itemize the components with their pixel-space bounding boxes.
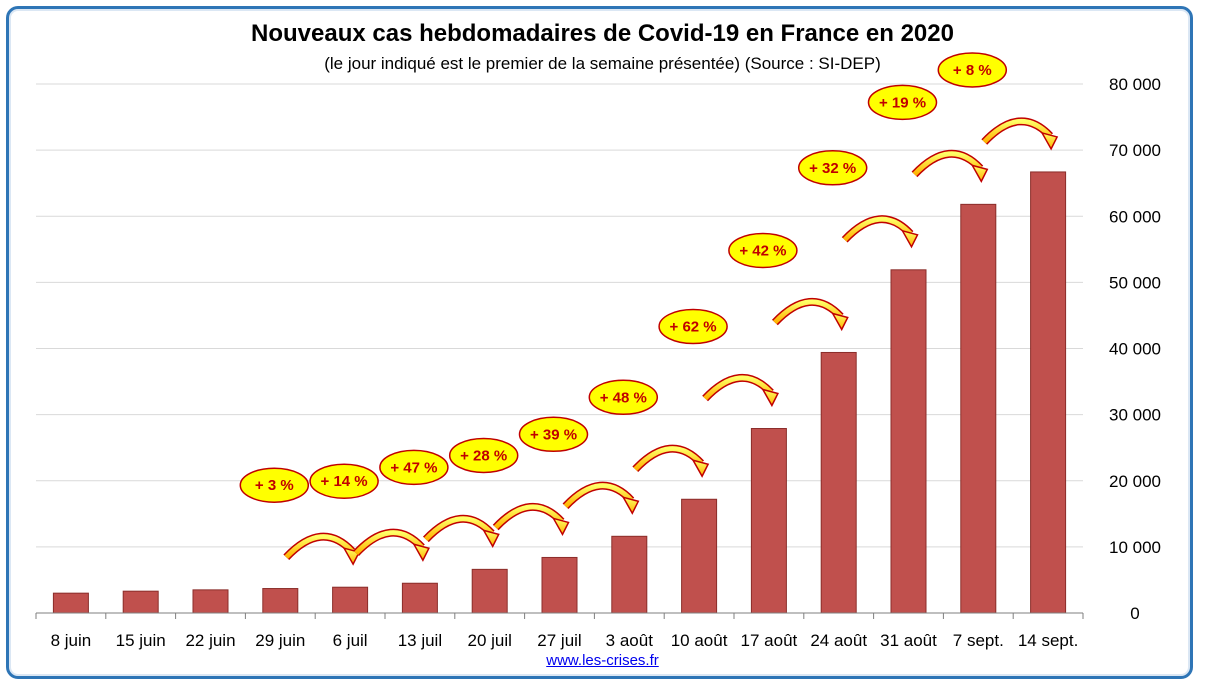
- bar: [262, 588, 299, 614]
- growth-arrow: [493, 504, 564, 530]
- growth-arrow: [703, 375, 773, 401]
- growth-bubble: [658, 308, 728, 345]
- x-tick-label: 3 août: [606, 631, 654, 650]
- y-tick-label: 70 000: [1109, 141, 1161, 160]
- x-tick-label: 15 juin: [116, 631, 166, 650]
- growth-bubble: [937, 52, 1008, 88]
- x-axis: 8 juin 15 juin 22 juin 29 juin 6 juil 13 juil…: [35, 612, 1084, 650]
- bar: [750, 428, 787, 614]
- x-tick-label: 31 août: [880, 631, 937, 650]
- x-tick-label: 27 juil: [537, 631, 581, 650]
- y-tick-label: 10 000: [1109, 538, 1161, 557]
- growth-bubble: [379, 449, 449, 486]
- growth-arrow-head: [831, 312, 849, 332]
- growth-label: + 32 %: [809, 160, 856, 177]
- y-tick-label: 0: [1130, 604, 1139, 623]
- growth-bubble: [588, 379, 659, 416]
- growth-label: + 8 %: [953, 62, 992, 79]
- x-tick-label: 8 juin: [51, 631, 92, 650]
- y-tick-label: 40 000: [1109, 340, 1161, 359]
- growth-arrow: [982, 118, 1052, 144]
- bar: [681, 498, 718, 614]
- growth-arrow-head: [412, 543, 430, 562]
- bar: [52, 592, 89, 614]
- growth-arrows: + 3 % + 14 % + 47 % + 28 % + 39 % + 48 % + 62 …: [239, 52, 1059, 566]
- growth-bubble: [448, 437, 519, 474]
- growth-arrow: [773, 299, 843, 325]
- growth-arrow-head: [761, 388, 779, 408]
- x-tick-label: 6 juil: [333, 631, 368, 650]
- chart-subtitle: (le jour indiqué est le premier de la se…: [324, 54, 881, 73]
- growth-arrow: [912, 151, 983, 177]
- growth-label: + 19 %: [879, 94, 926, 111]
- y-tick-label: 20 000: [1109, 472, 1161, 491]
- growth-bubble: [518, 416, 589, 453]
- growth-arrow: [842, 216, 913, 242]
- growth-bubble: [867, 84, 938, 121]
- growth-arrow-head: [900, 229, 919, 249]
- growth-arrow: [424, 516, 494, 542]
- bar: [611, 535, 648, 614]
- growth-label: + 28 %: [460, 447, 507, 464]
- chart-title: Nouveaux cas hebdomadaires de Covid-19 e…: [251, 20, 954, 47]
- growth-label: + 47 %: [390, 459, 437, 476]
- x-tick-label: 17 août: [741, 631, 798, 650]
- bar: [471, 568, 508, 614]
- growth-arrow: [284, 534, 354, 559]
- y-tick-label: 80 000: [1109, 75, 1161, 94]
- growth-arrow: [354, 530, 424, 555]
- x-tick-label: 29 juin: [255, 631, 305, 650]
- bar: [401, 582, 438, 614]
- growth-arrow-head: [1040, 131, 1059, 151]
- x-tick-label: 22 juin: [185, 631, 235, 650]
- growth-arrow: [633, 446, 703, 471]
- x-tick-label: 24 août: [810, 631, 867, 650]
- growth-arrow-head: [482, 529, 500, 548]
- growth-bubble: [797, 150, 868, 186]
- growth-label: + 3 %: [255, 477, 294, 494]
- growth-label: + 39 %: [530, 426, 577, 443]
- bar: [890, 269, 927, 614]
- growth-bubble: [309, 463, 379, 499]
- bar: [541, 556, 578, 614]
- growth-bubble: [239, 467, 310, 503]
- growth-arrow-head: [621, 496, 640, 515]
- y-tick-label: 30 000: [1109, 406, 1161, 425]
- growth-label: + 42 %: [739, 242, 786, 259]
- bar: [332, 586, 369, 614]
- source-link[interactable]: www.les-crises.fr: [546, 652, 659, 669]
- growth-label: + 14 %: [321, 473, 368, 490]
- bar: [1030, 171, 1067, 614]
- x-tick-label: 7 sept.: [953, 631, 1004, 650]
- y-tick-label: 60 000: [1109, 207, 1161, 226]
- growth-label: + 48 %: [600, 389, 647, 406]
- bar: [122, 590, 159, 614]
- growth-arrow-head: [970, 164, 989, 183]
- x-tick-label: 14 sept.: [1018, 631, 1079, 650]
- y-axis-ticks: 0 10 000 20 000 30 000 40 000 50 000 60 000 70 …: [1109, 75, 1161, 623]
- growth-bubble: [728, 232, 798, 269]
- growth-arrow-head: [691, 459, 710, 478]
- growth-label: + 62 %: [670, 319, 717, 336]
- x-tick-label: 20 juil: [467, 631, 511, 650]
- x-tick-label: 13 juil: [398, 631, 442, 650]
- bar: [820, 351, 857, 614]
- growth-arrow-head: [551, 517, 570, 537]
- growth-arrow: [563, 483, 634, 509]
- y-tick-label: 50 000: [1109, 273, 1161, 292]
- bar: [192, 589, 229, 614]
- x-tick-label: 10 août: [671, 631, 728, 650]
- bar: [960, 203, 997, 614]
